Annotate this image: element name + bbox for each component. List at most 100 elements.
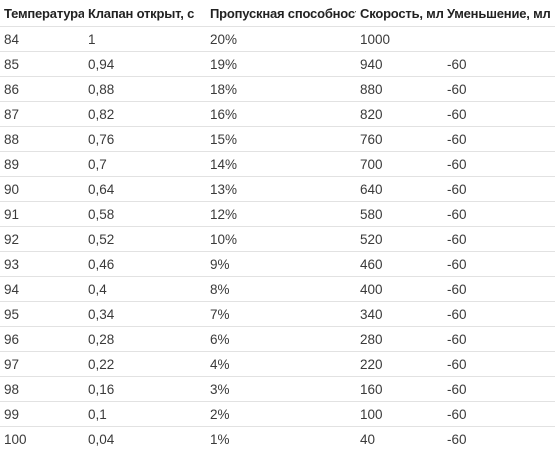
cell-speed: 760 (356, 126, 443, 152)
cell-decrease: -60 (443, 276, 555, 302)
cell-throughput: 12% (206, 201, 356, 227)
cell-throughput: 8% (206, 276, 356, 302)
cell-temperature: 84 (0, 26, 84, 52)
cell-valve-open: 0,7 (84, 151, 206, 177)
cell-throughput: 10% (206, 226, 356, 252)
header-temperature: Температура (0, 0, 84, 27)
table-row: 90 0,64 13% 640 -60 (0, 176, 555, 202)
header-throughput: Пропускная способность (206, 0, 356, 27)
cell-speed: 940 (356, 51, 443, 77)
cell-temperature: 89 (0, 151, 84, 177)
cell-decrease: -60 (443, 376, 555, 402)
cell-throughput: 19% (206, 51, 356, 77)
cell-temperature: 87 (0, 101, 84, 127)
table-row: 95 0,34 7% 340 -60 (0, 301, 555, 327)
table-row: 84 1 20% 1000 (0, 26, 555, 52)
cell-throughput: 20% (206, 26, 356, 52)
table-row: 96 0,28 6% 280 -60 (0, 326, 555, 352)
table-row: 87 0,82 16% 820 -60 (0, 101, 555, 127)
cell-throughput: 16% (206, 101, 356, 127)
cell-speed: 160 (356, 376, 443, 402)
cell-speed: 1000 (356, 26, 443, 52)
cell-throughput: 1% (210, 431, 230, 447)
cell-throughput: 9% (206, 251, 356, 277)
cell-decrease: -60 (443, 226, 555, 252)
cell-decrease: -60 (443, 401, 555, 427)
cell-speed: 400 (356, 276, 443, 302)
cell-decrease: -60 (443, 201, 555, 227)
cell-decrease: -60 (443, 301, 555, 327)
cell-valve-open: 0,34 (84, 301, 206, 327)
cell-decrease: -60 (443, 151, 555, 177)
header-decrease: Уменьшение, мл (443, 0, 555, 27)
header-valve-open: Клапан открыт, с (84, 0, 206, 27)
cell-throughput: 3% (206, 376, 356, 402)
table-row: 100 0,04 1% 40 -60 (0, 427, 555, 452)
cell-temperature: 97 (0, 351, 84, 377)
cell-decrease: -60 (443, 176, 555, 202)
cell-speed: 280 (356, 326, 443, 352)
cell-temperature: 92 (0, 226, 84, 252)
cell-valve-open: 1 (84, 26, 206, 52)
cell-valve-open: 0,76 (84, 126, 206, 152)
cell-speed: 880 (356, 76, 443, 102)
cell-valve-open: 0,4 (84, 276, 206, 302)
cell-valve-open: 0,22 (84, 351, 206, 377)
table-row: 91 0,58 12% 580 -60 (0, 201, 555, 227)
cell-valve-open: 0,52 (84, 226, 206, 252)
cell-decrease: -60 (443, 351, 555, 377)
table-row: 98 0,16 3% 160 -60 (0, 376, 555, 402)
cell-decrease: -60 (443, 51, 555, 77)
cell-temperature: 90 (0, 176, 84, 202)
cell-throughput: 2% (206, 401, 356, 427)
cell-valve-open: 0,28 (84, 326, 206, 352)
cell-throughput: 18% (206, 76, 356, 102)
cell-speed: 100 (356, 401, 443, 427)
table-row: 89 0,7 14% 700 -60 (0, 151, 555, 177)
cell-temperature: 88 (0, 126, 84, 152)
cell-valve-open: 0,88 (84, 76, 206, 102)
table-row: 92 0,52 10% 520 -60 (0, 226, 555, 252)
cell-speed: 520 (356, 226, 443, 252)
table-row: 88 0,76 15% 760 -60 (0, 126, 555, 152)
cell-valve-open: 0,58 (84, 201, 206, 227)
table-row: 93 0,46 9% 460 -60 (0, 251, 555, 277)
cell-temperature: 95 (0, 301, 84, 327)
cell-speed: 700 (356, 151, 443, 177)
table-row: 99 0,1 2% 100 -60 (0, 401, 555, 427)
cell-throughput: 7% (206, 301, 356, 327)
table-row: 97 0,22 4% 220 -60 (0, 351, 555, 377)
cell-valve-open: 0,82 (84, 101, 206, 127)
cell-throughput: 4% (206, 351, 356, 377)
cell-decrease: -60 (443, 326, 555, 352)
cell-valve-open: 0,94 (84, 51, 206, 77)
cell-decrease: -60 (443, 251, 555, 277)
cell-speed: 640 (356, 176, 443, 202)
cell-valve-open: 0,46 (84, 251, 206, 277)
table-header-row: Температура Клапан открыт, с Пропускная … (0, 0, 555, 27)
cell-temperature: 85 (0, 51, 84, 77)
table-row: 85 0,94 19% 940 -60 (0, 51, 555, 77)
cell-speed: 460 (356, 251, 443, 277)
cell-decrease: -60 (443, 76, 555, 102)
cell-valve-open: 0,1 (84, 401, 206, 427)
cell-temperature: 93 (0, 251, 84, 277)
cell-temperature: 99 (0, 401, 84, 427)
cell-throughput: 14% (206, 151, 356, 177)
cell-valve-open: 0,64 (84, 176, 206, 202)
cell-decrease: -60 (443, 101, 555, 127)
cell-throughput: 13% (206, 176, 356, 202)
cell-decrease: -60 (443, 126, 555, 152)
cell-decrease (443, 26, 555, 52)
cell-speed: 220 (356, 351, 443, 377)
cell-temperature: 98 (0, 376, 84, 402)
cell-decrease: -60 (447, 431, 467, 447)
header-speed: Скорость, мл (356, 0, 443, 27)
cell-temperature: 100 (4, 431, 27, 447)
cell-speed: 40 (360, 431, 376, 447)
table-row: 94 0,4 8% 400 -60 (0, 276, 555, 302)
cell-temperature: 91 (0, 201, 84, 227)
cell-temperature: 94 (0, 276, 84, 302)
cell-speed: 820 (356, 101, 443, 127)
